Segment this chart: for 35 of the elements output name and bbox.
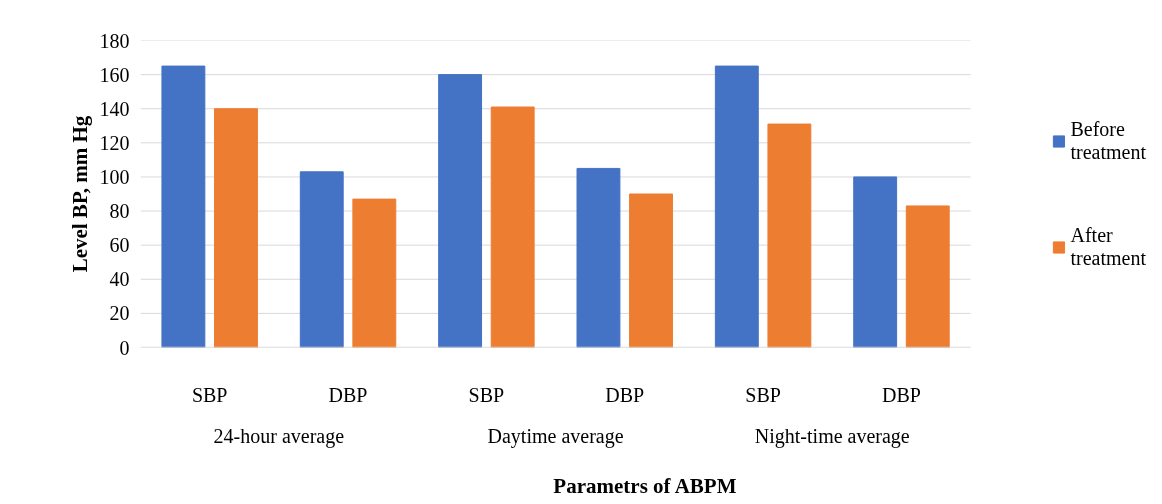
y-tick-label: 140 xyxy=(99,97,130,120)
bar xyxy=(629,193,673,348)
y-tick-label: 100 xyxy=(99,165,130,188)
bar xyxy=(714,65,759,348)
bar xyxy=(576,167,621,348)
y-tick-label: 0 xyxy=(119,336,130,359)
bar xyxy=(438,74,483,348)
bar xyxy=(299,171,344,348)
text: Daytime average xyxy=(487,424,624,448)
bar xyxy=(490,106,535,348)
bar xyxy=(214,108,258,348)
x-tick-label: SBP xyxy=(468,383,505,406)
y-tick-label: 180 xyxy=(99,29,130,52)
bar xyxy=(352,198,397,348)
y-tick-label: 120 xyxy=(99,131,130,154)
x-tick-label: DBP xyxy=(328,383,368,406)
bar xyxy=(767,123,812,348)
legend-label: Before treatment xyxy=(1070,117,1146,164)
bar xyxy=(853,176,898,348)
bar xyxy=(905,205,950,348)
y-tick-label: 40 xyxy=(109,268,130,291)
x-axis-title: Parametrs of ABPM xyxy=(553,473,737,498)
x-tick-label: SBP xyxy=(745,383,781,406)
y-tick-label: 80 xyxy=(109,200,130,223)
legend-label: After treatment xyxy=(1070,223,1146,270)
x-tick-label: SBP xyxy=(191,383,228,406)
y-tick-label: 20 xyxy=(109,302,130,325)
x-tick-label: DBP xyxy=(882,383,921,406)
y-axis-title: Level BP, mm Hg xyxy=(67,115,92,273)
text: Night-time average xyxy=(754,424,910,448)
y-tick-label: 160 xyxy=(99,63,130,86)
bar xyxy=(161,65,206,348)
x-tick-label: DBP xyxy=(605,383,645,406)
y-tick-label: 60 xyxy=(109,234,130,257)
text: 24-hour average xyxy=(213,424,345,448)
